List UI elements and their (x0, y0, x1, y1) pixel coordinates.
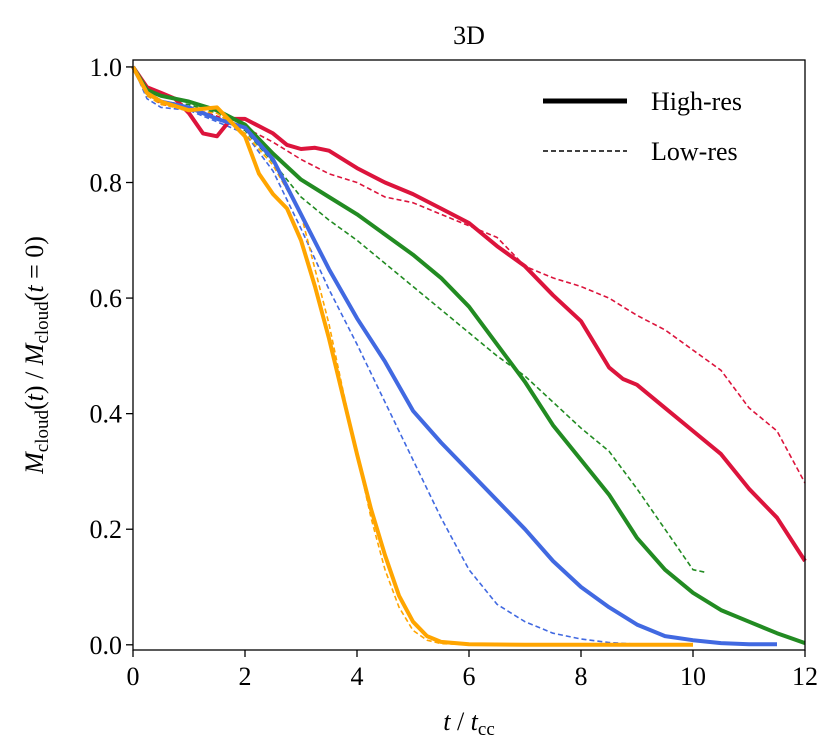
y-axis-label-part: t (20, 393, 49, 401)
y-axis-label-part: = 0) (20, 236, 49, 285)
legend-label: Low-res (651, 137, 738, 166)
y-tick-label: 0.4 (90, 400, 123, 429)
x-tick-label: 0 (127, 662, 140, 691)
x-axis-label: t / tcc (443, 707, 495, 740)
data-line (131, 65, 777, 647)
x-tick-label: 6 (463, 662, 476, 691)
y-axis-label-part: t (20, 285, 49, 293)
x-axis-label-part: t (443, 707, 451, 736)
y-axis-label-part: M (20, 451, 49, 475)
y-axis-label-part: ( (20, 401, 49, 410)
y-tick-label: 1.0 (90, 53, 123, 82)
y-tick-label: 0.8 (90, 169, 123, 198)
x-axis-label-part: / (450, 707, 470, 736)
y-axis-label-part: ) / (20, 365, 49, 394)
chart-title: 3D (453, 21, 485, 50)
y-tick-label: 0.0 (90, 631, 123, 660)
x-axis-label-part: cc (478, 719, 495, 740)
data-line (131, 65, 693, 647)
x-tick-label: 2 (239, 662, 252, 691)
x-tick-label: 10 (680, 662, 706, 691)
y-axis-label: Mcloud(t) / Mcloud(t = 0) (20, 236, 53, 475)
x-tick-label: 4 (351, 662, 364, 691)
y-axis-label-part: M (20, 342, 49, 366)
x-axis-label-part: t (471, 707, 479, 736)
data-line (132, 66, 708, 574)
data-line (132, 66, 694, 646)
data-line (132, 66, 470, 646)
y-tick-label: 0.6 (90, 284, 123, 313)
data-line (131, 65, 807, 563)
x-tick-label: 12 (792, 662, 818, 691)
y-axis-label-part: cloud (32, 410, 53, 453)
y-axis-label-part: ( (20, 293, 49, 302)
y-axis-label-part: cloud (32, 301, 53, 344)
data-line (132, 66, 806, 484)
legend-label: High-res (651, 87, 742, 116)
y-tick-label: 0.2 (90, 515, 123, 544)
x-tick-label: 8 (575, 662, 588, 691)
